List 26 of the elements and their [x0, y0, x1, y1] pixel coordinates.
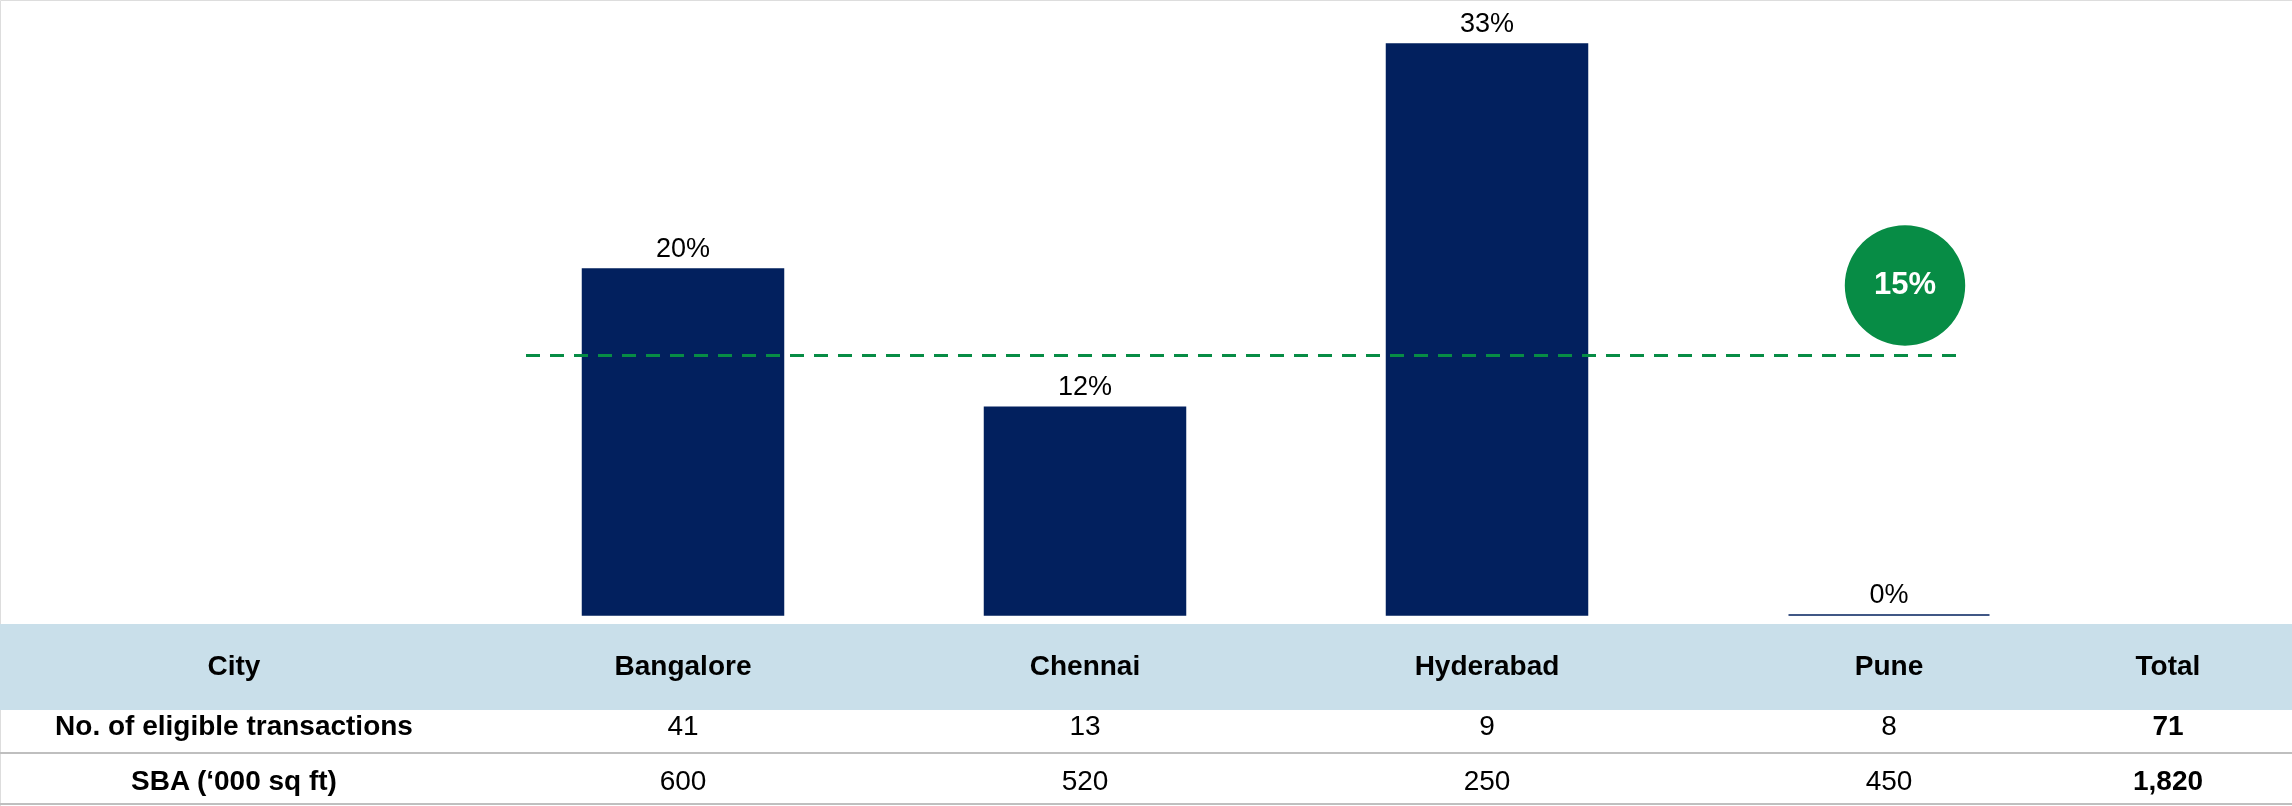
text: 8	[1881, 710, 1897, 741]
bar	[983, 406, 1187, 616]
text: 520	[1061, 765, 1109, 796]
data-label: 12%	[1057, 371, 1113, 402]
bar	[581, 268, 785, 616]
data-label: 0%	[1869, 579, 1909, 609]
text: 1,820	[2132, 765, 2204, 796]
text: No. of eligible transactions	[55, 710, 413, 741]
text: Total	[2135, 650, 2201, 681]
x-tick-label: Chennai	[1029, 650, 1141, 681]
text: 600	[659, 765, 707, 796]
text: 71	[2152, 710, 2184, 741]
text: SBA (‘000 sq ft)	[131, 765, 337, 796]
text: 9	[1479, 710, 1495, 741]
text: 13	[1069, 710, 1101, 741]
bar	[1385, 43, 1589, 616]
data-label: 33%	[1459, 8, 1515, 38]
x-tick-label: Pune	[1854, 650, 1924, 681]
text: 41	[667, 710, 699, 741]
x-tick-label: Hyderabad	[1414, 650, 1560, 681]
text: City	[207, 650, 261, 681]
text: 250	[1463, 765, 1511, 796]
x-tick-label: Bangalore	[614, 650, 752, 681]
ref-line-label: 15%	[1873, 266, 1937, 302]
data-label: 20%	[655, 232, 711, 263]
text: 450	[1865, 765, 1913, 796]
